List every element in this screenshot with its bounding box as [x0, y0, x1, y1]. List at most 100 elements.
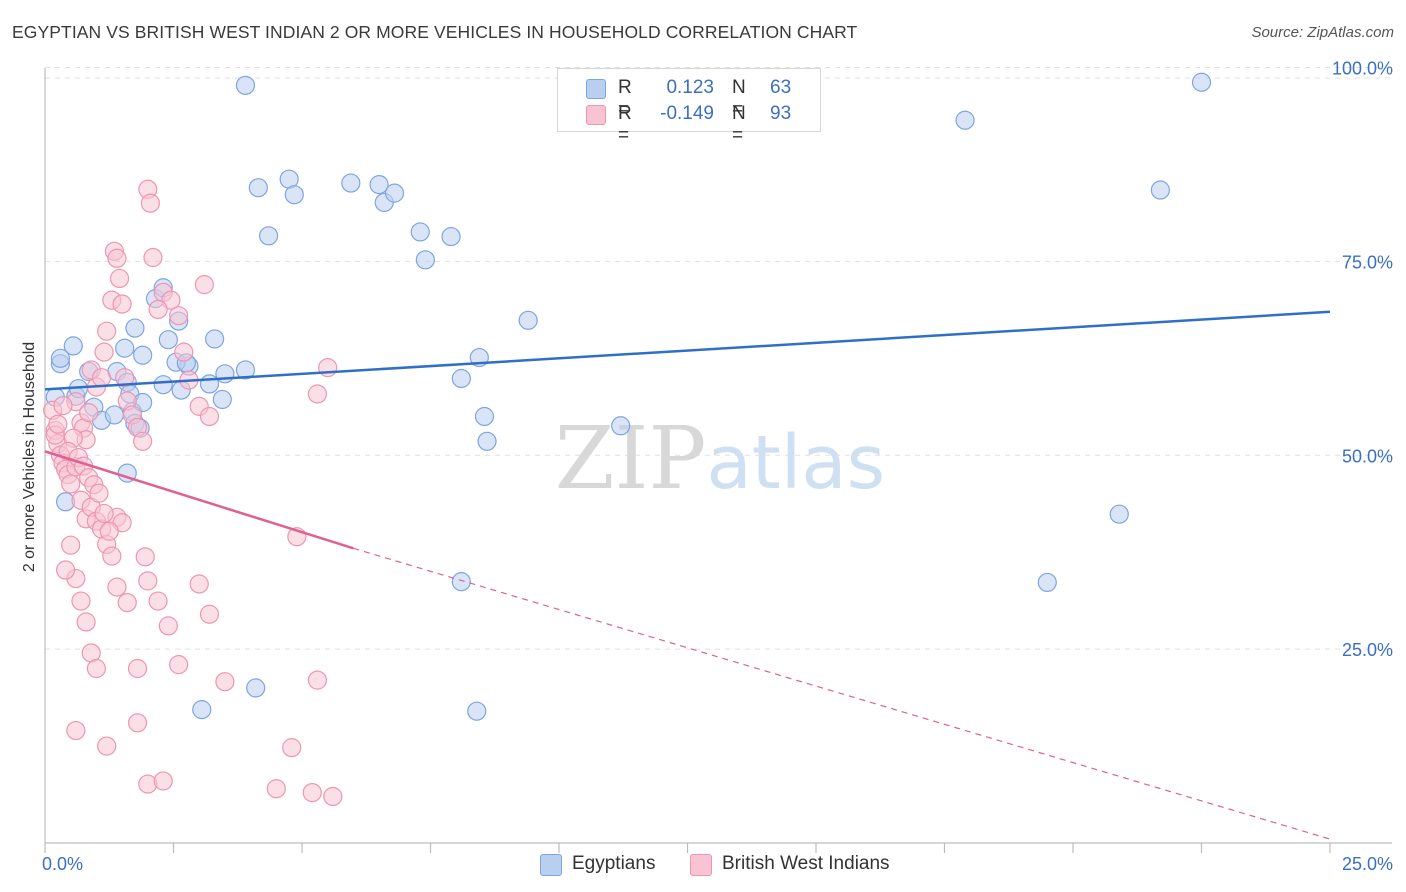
stats-box: R = 0.123 N = 63 R = -0.149 N = 93 [557, 68, 821, 146]
british-west-indians-point [307, 384, 328, 404]
chart-title: EGYPTIAN VS BRITISH WEST INDIAN 2 OR MOR… [12, 22, 858, 42]
egyptians-point [369, 175, 389, 195]
british-west-indians-point [102, 546, 122, 566]
egyptians-point [477, 431, 497, 451]
egyptians-point [451, 572, 471, 592]
n-value: 93 [770, 103, 792, 124]
y-tick-label: 100.0% [1332, 59, 1393, 79]
british-west-indians-point [76, 612, 96, 632]
egyptians-point [1150, 180, 1170, 200]
egyptians-point [235, 75, 256, 95]
legend-label-egyptians: Egyptians [572, 853, 656, 874]
egyptians-point [248, 178, 268, 198]
british-west-indians-point [107, 577, 127, 597]
egyptians-point [63, 336, 83, 356]
british-west-indians-point [318, 358, 338, 378]
british-west-indians-point [97, 736, 117, 756]
n-label: N = [732, 77, 746, 120]
y-tick-label: 50.0% [1342, 446, 1393, 466]
british-west-indians-point [199, 406, 220, 427]
egyptians-point [384, 183, 405, 203]
british-west-indians-point [86, 658, 107, 679]
egyptians-point [611, 416, 631, 436]
british-west-indians-point [215, 672, 235, 692]
british-west-indians-point [71, 591, 91, 611]
british-west-indians-point [323, 786, 343, 807]
egyptians-point [258, 226, 279, 246]
egyptians-point [50, 348, 71, 368]
egyptians-point [115, 338, 135, 358]
egyptians-point [125, 318, 145, 338]
british-west-indians-point [53, 396, 73, 416]
british-west-indians-point [61, 474, 81, 494]
british-west-indians-point [161, 290, 181, 310]
british-west-indians-point [55, 560, 76, 580]
y-tick-label: 25.0% [1342, 640, 1393, 660]
y-tick-label: 75.0% [1342, 252, 1393, 272]
egyptians-point [212, 389, 232, 410]
egyptians-point [158, 330, 178, 350]
legend-swatch-british-west-indians [690, 854, 712, 876]
egyptians-point [284, 185, 304, 205]
egyptians-trend-line [44, 310, 1331, 391]
egyptians-point [235, 360, 256, 380]
british-west-indians-point [127, 713, 148, 733]
british-west-indians-point [97, 321, 117, 341]
egyptians-point [246, 678, 266, 698]
egyptians-point [518, 310, 538, 330]
british-west-indians-point [79, 403, 99, 423]
y-axis-title: 2 or more Vehicles in Household [21, 341, 38, 573]
british-west-indians-point [133, 431, 153, 451]
egyptians-point [205, 329, 225, 349]
r-value: -0.149 [660, 103, 714, 124]
british-west-indians-point [109, 268, 130, 289]
n-label: N = [732, 103, 746, 146]
british-west-indians-point [307, 670, 328, 690]
british-west-indians-point [94, 503, 114, 524]
egyptians-point [467, 701, 487, 721]
source-credit: Source: ZipAtlas.com [1251, 24, 1394, 41]
british-west-indians-point [266, 779, 286, 799]
r-label: R = [618, 103, 632, 146]
egyptians-point [192, 700, 212, 720]
egyptians-point [199, 374, 220, 394]
egyptians-point [1191, 72, 1212, 92]
egyptians-point [955, 110, 975, 130]
british-west-indians-point [153, 771, 173, 791]
british-west-indians-point [107, 248, 127, 268]
legend-label-british-west-indians: British West Indians [722, 853, 890, 874]
british-west-indians-point [169, 306, 189, 326]
british-west-indians-point [282, 738, 302, 758]
egyptians-point [215, 364, 235, 384]
british-west-indians-point [174, 342, 194, 362]
british-west-indians-point [89, 483, 109, 503]
british-west-indians-point [94, 342, 114, 362]
british-west-indians-point [189, 574, 209, 594]
egyptians-point [104, 405, 124, 425]
british-west-indians-point [48, 414, 68, 434]
watermark: ZIPatlas [555, 409, 885, 509]
british-west-indians-point [194, 275, 214, 295]
r-value: 0.123 [666, 77, 714, 98]
egyptians-point [410, 222, 430, 242]
egyptians-point [341, 173, 361, 193]
egyptians-point [1037, 572, 1057, 593]
british-west-indians-point [302, 782, 322, 803]
british-west-indians-point [99, 521, 119, 541]
british-west-indians-point [61, 535, 81, 555]
r-label: R = [618, 77, 632, 120]
egyptians-point [1109, 504, 1129, 524]
british-west-indians-point [148, 591, 168, 611]
british-west-indians-point [143, 247, 163, 268]
british-west-indians-point [140, 193, 160, 213]
british-west-indians-point [115, 368, 135, 388]
british-west-indians-point [138, 774, 158, 794]
british-west-indians-point [158, 616, 178, 636]
x-tick-label-start: 0.0% [42, 854, 83, 874]
legend: Egyptians British West Indians [0, 852, 1406, 878]
egyptians-swatch [586, 79, 606, 99]
egyptians-point [415, 250, 435, 270]
british-west-indians-point [66, 720, 86, 741]
egyptians-point [474, 406, 495, 427]
